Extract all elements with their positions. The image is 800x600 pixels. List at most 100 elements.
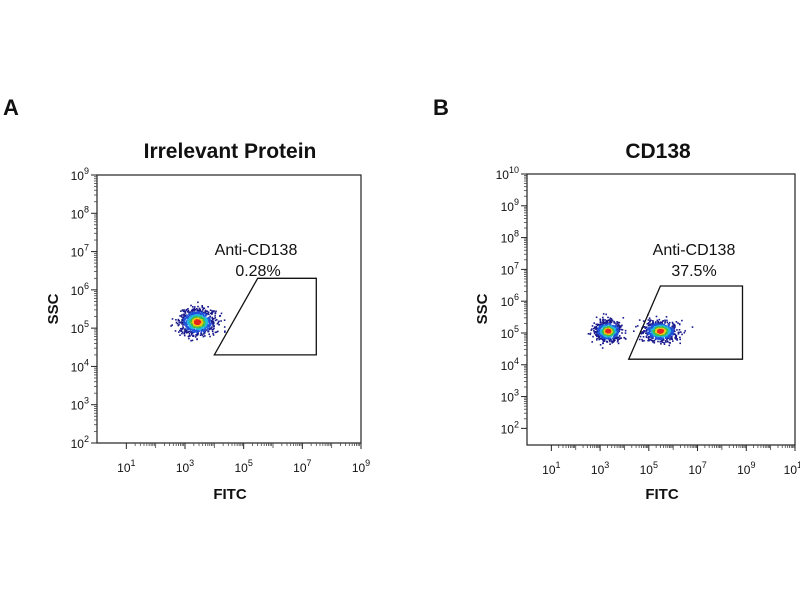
panel-a-x-axis-label: FITC (213, 486, 246, 503)
panel-a-title: Irrelevant Protein (144, 140, 317, 163)
event-dot (602, 320, 605, 322)
y-tick-exponent: 5 (84, 319, 89, 329)
event-dot (659, 326, 661, 329)
event-dot (624, 337, 627, 340)
event-dot (589, 333, 591, 336)
event-dot (196, 321, 199, 324)
event-dot (667, 326, 669, 329)
event-dot (677, 331, 680, 334)
y-tick-exponent: 5 (514, 324, 519, 334)
event-dot (601, 347, 604, 349)
event-dot (672, 340, 674, 342)
event-dot (668, 333, 671, 336)
event-dot (192, 311, 194, 314)
event-dot (593, 332, 596, 335)
event-dot (617, 323, 619, 326)
event-dot (679, 342, 681, 345)
panel-a-x-ticks: 101 103 105 107 109 (117, 443, 370, 475)
event-dot (171, 324, 173, 326)
event-dot (665, 316, 668, 318)
event-dot (214, 317, 217, 319)
event-dot (678, 323, 681, 326)
event-dot (200, 331, 202, 333)
event-dot (214, 319, 217, 322)
y-tick-base: 10 (71, 169, 85, 183)
event-dot (599, 319, 602, 321)
event-dot (224, 330, 226, 332)
event-dot (203, 326, 206, 329)
x-tick-base: 10 (234, 461, 248, 475)
event-dot (655, 335, 657, 338)
event-dot (616, 322, 619, 325)
y-tick-base: 10 (71, 246, 85, 260)
event-dot (610, 339, 612, 341)
event-dot (666, 321, 669, 324)
event-dot (212, 310, 215, 313)
event-dot (177, 318, 180, 321)
event-dot (608, 332, 610, 335)
event-dot (607, 316, 609, 319)
event-dot (197, 322, 199, 325)
event-dot (653, 339, 656, 342)
event-dot (203, 323, 206, 325)
event-dot (183, 311, 186, 313)
event-dot (616, 325, 619, 327)
panel-b-x-axis-label: FITC (645, 486, 678, 503)
event-dot (672, 330, 674, 332)
event-dot (595, 316, 598, 319)
event-dot (202, 335, 205, 338)
event-dot (210, 323, 213, 325)
event-dot (647, 337, 650, 339)
event-dot (186, 325, 188, 328)
event-dot (214, 315, 216, 317)
event-dot (209, 320, 211, 322)
event-dot (183, 315, 185, 317)
event-dot (649, 319, 651, 321)
event-dot (674, 333, 677, 336)
event-dot (188, 334, 191, 337)
event-dot (600, 332, 603, 335)
event-dot (656, 319, 659, 322)
y-tick-label: 102 (501, 419, 519, 436)
event-dot (638, 319, 641, 321)
event-dot (196, 322, 198, 325)
event-dot (665, 334, 667, 337)
panel-letter-a: A (3, 95, 19, 120)
event-dot (212, 318, 214, 320)
event-dot (608, 336, 611, 338)
event-dot (652, 320, 654, 322)
y-tick-exponent: 6 (514, 292, 519, 302)
event-dot (660, 339, 663, 342)
event-dot (223, 319, 226, 321)
event-dot (681, 333, 683, 336)
event-dot (649, 335, 652, 338)
event-dot (683, 331, 686, 334)
y-tick-label: 107 (71, 243, 89, 260)
event-dot (197, 312, 199, 314)
y-tick-base: 10 (501, 200, 515, 214)
event-dot (641, 338, 643, 341)
event-dot (181, 321, 183, 324)
event-dot (597, 334, 600, 337)
event-dot (196, 338, 198, 340)
x-tick-exponent: 7 (702, 460, 707, 470)
y-tick-base: 10 (501, 422, 515, 436)
event-dot (675, 334, 677, 337)
event-dot (613, 322, 616, 324)
event-dot (178, 320, 180, 322)
event-dot (597, 333, 599, 336)
event-dot (618, 329, 620, 331)
event-dot (212, 320, 214, 322)
event-dot (659, 340, 661, 343)
event-dot (635, 325, 637, 328)
event-dot (192, 306, 194, 308)
event-dot (643, 339, 645, 342)
event-dot (676, 338, 678, 340)
event-dot (602, 342, 604, 344)
event-dot (208, 318, 211, 320)
event-dot (181, 323, 183, 325)
event-dot (659, 336, 662, 339)
event-dot (667, 330, 669, 333)
event-dot (684, 330, 686, 332)
event-dot (206, 319, 208, 321)
